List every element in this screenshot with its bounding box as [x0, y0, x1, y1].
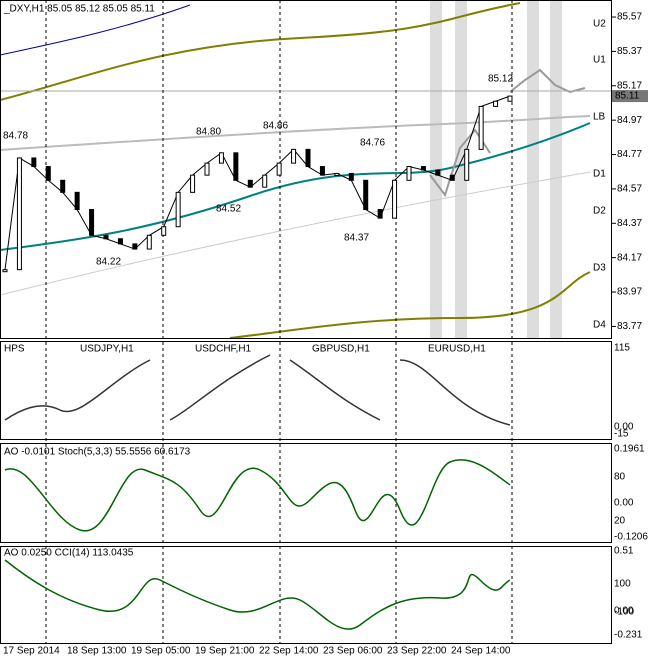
candle	[16, 157, 22, 271]
y-tick-label: 84.17	[617, 252, 642, 263]
pane-axis-label: 115	[614, 343, 630, 354]
x-tick-label: 23 Sep 06:00	[323, 646, 383, 657]
y-tick-label: 84.37	[617, 218, 642, 229]
current-price-label: 85.11	[615, 91, 640, 102]
candle	[276, 162, 282, 176]
level-label: U1	[593, 55, 606, 66]
y-tick-label: 84.57	[617, 184, 642, 195]
candle	[493, 100, 499, 107]
candle	[392, 179, 398, 219]
pane-label: AO -0.0101 Stoch(5,3,3) 55.5556 60.6173	[4, 447, 191, 458]
pane-axis-label: 80	[614, 472, 626, 483]
x-tick-label: 17 Sep 2014	[3, 646, 60, 657]
level-label: D1	[593, 169, 606, 180]
y-tick-label: 85.57	[617, 12, 642, 23]
pane-label: HPS	[4, 344, 25, 355]
price-annotation: 84.80	[196, 127, 221, 138]
oscillator-lines	[4, 354, 511, 630]
pane-axis-label: 0.00	[614, 422, 634, 433]
candle	[31, 157, 37, 168]
price-annotation: 84.78	[3, 131, 28, 142]
candle	[161, 226, 167, 236]
level-label: D4	[593, 320, 606, 331]
pane-axis-label: 0.51	[614, 546, 634, 557]
candle	[406, 166, 412, 181]
candle	[204, 162, 210, 176]
candle	[132, 243, 138, 250]
price-annotation: 84.52	[216, 204, 241, 215]
candle	[262, 174, 268, 188]
price-annotation: 84.76	[360, 138, 385, 149]
candle	[507, 95, 513, 102]
chart-title: _DXY,H1 85.05 85.12 85.05 85.11	[3, 4, 155, 15]
pane-frames	[0, 0, 612, 644]
current-price-box	[612, 90, 648, 103]
candle	[2, 269, 8, 273]
candle	[233, 152, 239, 181]
candle	[420, 166, 426, 171]
level-label: LB	[593, 112, 606, 123]
pane-axis-label: 20	[614, 516, 626, 527]
candle	[334, 172, 340, 176]
candle	[247, 179, 253, 188]
candle	[363, 179, 369, 211]
candle	[175, 191, 181, 228]
day-separators	[45, 0, 513, 644]
level-label: U2	[593, 19, 606, 30]
x-tick-label: 24 Sep 14:00	[451, 646, 511, 657]
pane-axis-label: 0.00	[614, 498, 634, 509]
pane-axis-label: 100	[614, 579, 631, 590]
candle	[190, 174, 196, 193]
candle	[45, 166, 51, 181]
y-tick-label: 84.97	[617, 115, 642, 126]
price-annotation: 84.22	[96, 257, 121, 268]
pane-label: GBPUSD,H1	[312, 344, 370, 355]
pane-axis-label: 0.00	[614, 606, 634, 617]
y-tick-label: 84.77	[617, 149, 642, 160]
candle	[74, 191, 80, 211]
x-tick-label: 19 Sep 05:00	[131, 646, 191, 657]
candle	[319, 166, 325, 176]
candle	[348, 172, 354, 181]
level-label: D2	[593, 206, 606, 217]
candle	[449, 174, 455, 181]
price-annotation: 85.12	[488, 74, 513, 85]
pane-label: USDCHF,H1	[195, 344, 252, 355]
pane-label: AO 0.0250 CCI(14) 113.0435	[4, 548, 134, 559]
candle	[89, 209, 95, 236]
pane-label: EURUSD,H1	[428, 344, 486, 355]
price-annotation: 84.86	[263, 121, 288, 132]
candle	[478, 105, 484, 150]
y-tick-label: 85.17	[617, 80, 642, 91]
pane-label: USDJPY,H1	[80, 344, 134, 355]
candle	[435, 169, 441, 176]
y-tick-label: 85.37	[617, 46, 642, 57]
y-tick-label: 83.77	[617, 321, 642, 332]
candle	[377, 209, 383, 219]
price-annotation: 84.37	[344, 233, 369, 244]
pane-axis-label: 0.1961	[614, 444, 645, 455]
pane-axis-label: -15	[614, 429, 629, 440]
candle	[117, 238, 123, 245]
candle	[103, 234, 109, 240]
pane-axis-label: -0.1206	[614, 532, 648, 543]
pane-axis-label: -100	[614, 607, 634, 618]
candle	[305, 148, 311, 168]
y-tick-label: 83.97	[617, 287, 642, 298]
x-tick-label: 19 Sep 21:00	[195, 646, 255, 657]
level-label: D3	[593, 263, 606, 274]
candle	[60, 179, 66, 193]
x-tick-label: 18 Sep 13:00	[67, 646, 127, 657]
candle	[218, 152, 224, 164]
pane-axis-label: -0.231	[614, 630, 643, 641]
candle	[146, 234, 152, 250]
candle	[464, 148, 470, 181]
x-tick-label: 22 Sep 14:00	[259, 646, 319, 657]
x-tick-label: 23 Sep 22:00	[387, 646, 447, 657]
candle	[291, 148, 297, 164]
